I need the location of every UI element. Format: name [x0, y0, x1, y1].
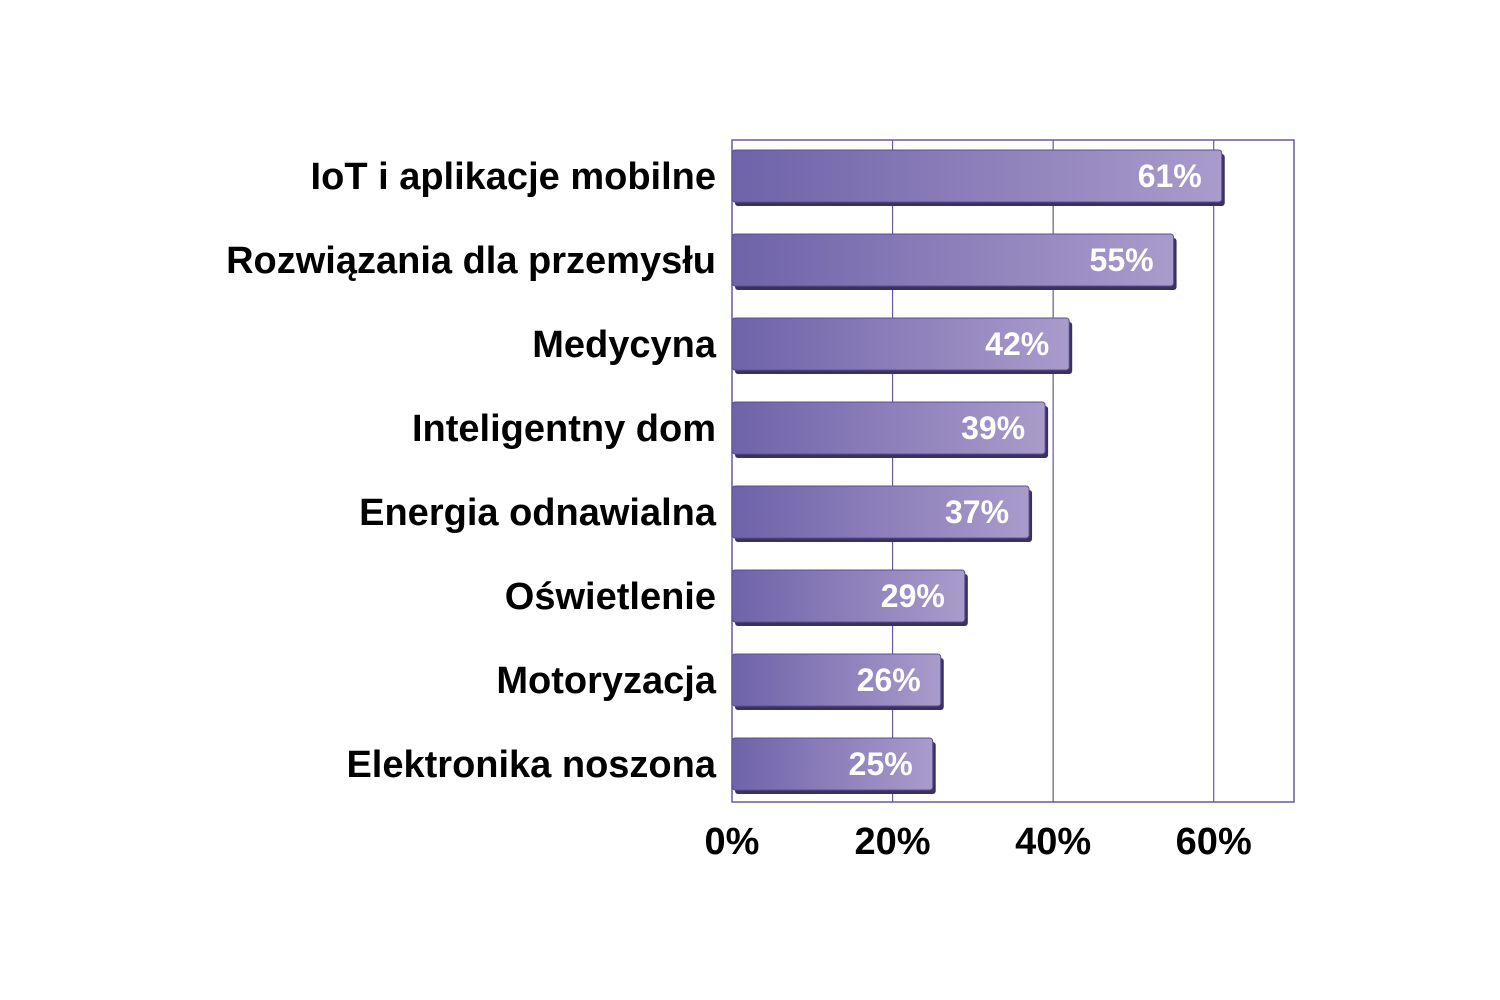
bar-3 — [731, 401, 1046, 455]
category-label-6: Motoryzacja — [496, 660, 716, 702]
category-label-2: Medycyna — [532, 324, 717, 366]
category-label-7: Elektronika noszona — [346, 744, 716, 786]
data-label-0: 61% — [1138, 158, 1202, 194]
category-label-0: IoT i aplikacje mobilne — [311, 156, 716, 198]
bar-0 — [731, 149, 1223, 203]
data-label-4: 37% — [945, 494, 1009, 530]
bar-4 — [731, 485, 1030, 539]
data-label-7: 25% — [849, 746, 913, 782]
category-label-5: Oświetlenie — [505, 576, 716, 618]
x-tick-label-3: 60% — [1176, 821, 1252, 863]
bar-7 — [731, 737, 934, 791]
data-label-1: 55% — [1090, 242, 1154, 278]
category-label-1: Rozwiązania dla przemysłu — [226, 240, 716, 282]
x-tick-label-0: 0% — [705, 821, 760, 863]
x-tick-label-2: 40% — [1015, 821, 1091, 863]
bar-5 — [731, 569, 966, 623]
category-label-3: Inteligentny dom — [412, 408, 716, 450]
category-labels: IoT i aplikacje mobilne Rozwiązania dla p… — [226, 156, 717, 786]
bars — [731, 149, 1225, 794]
bar-1 — [731, 233, 1175, 287]
data-label-2: 42% — [985, 326, 1049, 362]
data-label-3: 39% — [961, 410, 1025, 446]
x-axis-tick-labels: 0% 20% 40% 60% — [705, 821, 1252, 863]
data-labels: 61% 55% 42% 39% 37% 29% 26% 25% — [849, 158, 1202, 782]
bar-2 — [731, 317, 1070, 371]
bar-6 — [731, 653, 942, 707]
data-label-6: 26% — [857, 662, 921, 698]
x-tick-label-1: 20% — [855, 821, 931, 863]
category-label-4: Energia odnawialna — [359, 492, 717, 534]
data-label-5: 29% — [881, 578, 945, 614]
